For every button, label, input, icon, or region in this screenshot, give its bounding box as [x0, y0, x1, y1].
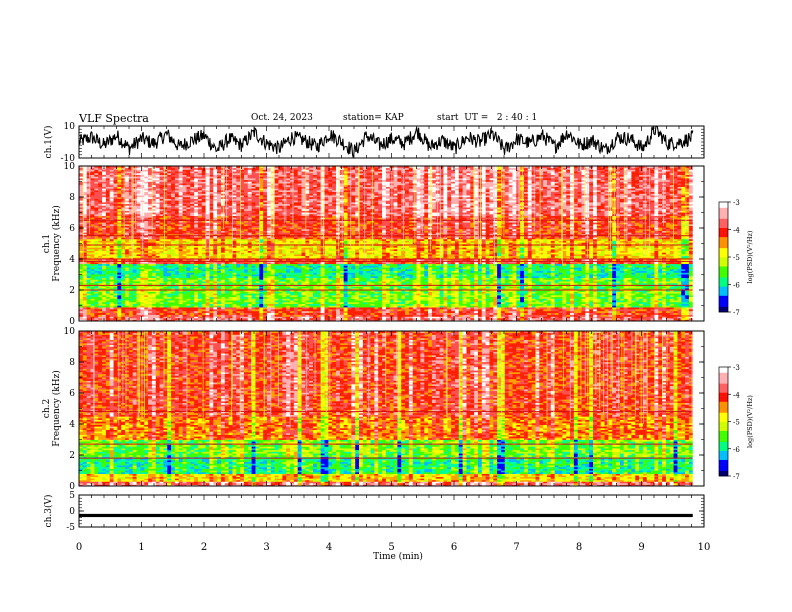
spectrogram-ch1-cells: [79, 166, 693, 321]
waveform-ch1-ytick-label: 10: [64, 122, 76, 132]
vlf-spectra-figure: 10-10ch.1(V) 0246810ch.1Frequency (kHz) …: [0, 0, 792, 612]
waveform-ch1-ylabel: ch.1(V): [43, 126, 54, 159]
waveform-ch1-trace: [79, 126, 693, 157]
